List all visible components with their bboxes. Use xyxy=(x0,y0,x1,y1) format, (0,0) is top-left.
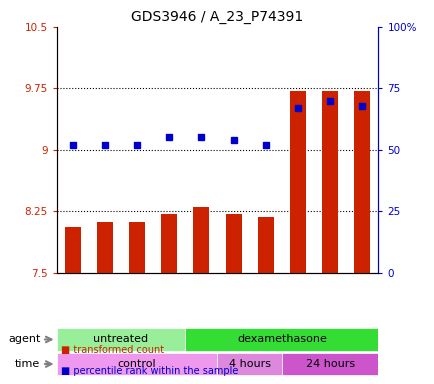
Text: ■ percentile rank within the sample: ■ percentile rank within the sample xyxy=(61,366,238,376)
Text: dexamethasone: dexamethasone xyxy=(237,334,326,344)
Bar xyxy=(128,222,145,273)
FancyBboxPatch shape xyxy=(185,328,378,351)
Text: time: time xyxy=(15,359,40,369)
Text: agent: agent xyxy=(8,334,40,344)
Bar xyxy=(289,91,305,273)
Title: GDS3946 / A_23_P74391: GDS3946 / A_23_P74391 xyxy=(131,10,303,25)
Bar xyxy=(97,222,113,273)
FancyBboxPatch shape xyxy=(56,353,217,375)
Bar xyxy=(193,207,209,273)
Bar xyxy=(321,91,338,273)
Text: control: control xyxy=(118,359,156,369)
Bar xyxy=(353,91,369,273)
Bar xyxy=(161,214,177,273)
Text: untreated: untreated xyxy=(93,334,148,344)
Text: ■ transformed count: ■ transformed count xyxy=(61,345,164,355)
Text: 24 hours: 24 hours xyxy=(305,359,354,369)
Text: 4 hours: 4 hours xyxy=(228,359,270,369)
FancyBboxPatch shape xyxy=(281,353,378,375)
FancyBboxPatch shape xyxy=(217,353,281,375)
Bar xyxy=(225,214,241,273)
Bar xyxy=(65,227,81,273)
Bar xyxy=(257,217,273,273)
FancyBboxPatch shape xyxy=(56,328,185,351)
